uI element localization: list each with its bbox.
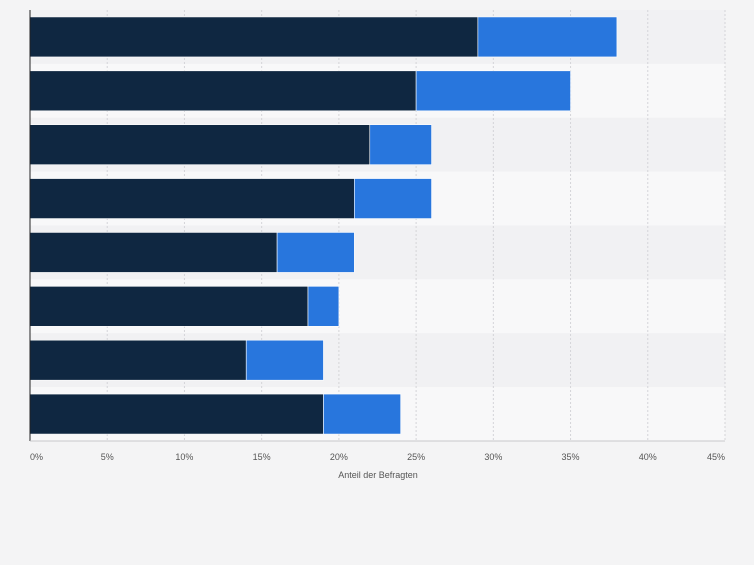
bar-segment-2[interactable] bbox=[323, 393, 401, 435]
bar-segment-2[interactable] bbox=[415, 70, 571, 112]
bar-segment-2[interactable] bbox=[245, 339, 324, 381]
bar-segment-1[interactable] bbox=[29, 393, 324, 435]
x-tick-label: 15% bbox=[253, 452, 271, 462]
x-tick-label: 40% bbox=[639, 452, 657, 462]
bar-segment-1[interactable] bbox=[29, 178, 355, 219]
bar-segment-2[interactable] bbox=[354, 178, 432, 219]
x-tick-label: 30% bbox=[484, 452, 502, 462]
x-tick-label: 5% bbox=[101, 452, 114, 462]
bar-segment-1[interactable] bbox=[29, 70, 417, 112]
bar-segment-2[interactable] bbox=[369, 124, 432, 165]
x-tick-label: 45% bbox=[707, 452, 725, 462]
x-tick-label: 25% bbox=[407, 452, 425, 462]
x-tick-label: 20% bbox=[330, 452, 348, 462]
bar-segment-1[interactable] bbox=[29, 339, 247, 381]
x-tick-label: 0% bbox=[30, 452, 43, 462]
bar-segment-2[interactable] bbox=[307, 286, 340, 327]
bar-segment-2[interactable] bbox=[477, 16, 618, 58]
bar-segment-1[interactable] bbox=[29, 124, 371, 165]
x-tick-label: 35% bbox=[562, 452, 580, 462]
bar-segment-2[interactable] bbox=[276, 232, 355, 273]
bar-segment-1[interactable] bbox=[29, 232, 278, 273]
bar-segment-1[interactable] bbox=[29, 286, 309, 327]
x-tick-label: 10% bbox=[175, 452, 193, 462]
x-axis-title: Anteil der Befragten bbox=[338, 470, 418, 480]
bar-segment-1[interactable] bbox=[29, 16, 479, 58]
